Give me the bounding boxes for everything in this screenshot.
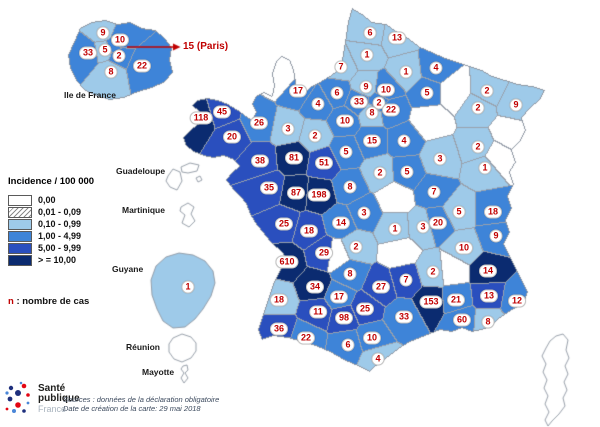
legend-label: > = 10,00 xyxy=(38,255,77,265)
legend-item: 0,01 - 0,09 xyxy=(8,206,94,218)
territory-label-martinique: Martinique xyxy=(122,205,165,215)
legend-title: Incidence / 100 000 xyxy=(8,176,95,187)
cases-note-n: n xyxy=(8,296,14,307)
legend-swatch-c5 xyxy=(8,254,32,266)
legend-label: 0,01 - 0,09 xyxy=(38,207,82,217)
incidence-legend: Incidence / 100 000 0,00 0,01 - 0,09 0,10 … xyxy=(8,176,94,267)
logo-line-3: France xyxy=(38,404,67,414)
territory-label-guadeloupe: Guadeloupe xyxy=(116,166,166,176)
sante-publique-france-logo: Santé publique France xyxy=(4,381,80,417)
legend-item: 0,00 xyxy=(8,194,94,206)
legend-swatch-white xyxy=(8,194,32,206)
legend-swatch-hatched xyxy=(8,206,32,218)
territory-label-guyane: Guyane xyxy=(112,264,144,274)
territory-label-mayotte: Mayotte xyxy=(142,367,175,377)
ile-de-france-inset-label: Ile de France xyxy=(64,90,116,100)
cases-note-text: : nombre de cas xyxy=(13,296,90,307)
legend-label: 0,10 - 0,99 xyxy=(38,219,82,229)
logo-dots-icon xyxy=(5,381,30,413)
legend-label: 0,00 xyxy=(38,195,56,205)
legend-item: > = 10,00 xyxy=(8,254,94,266)
logo-text: Santé publique France xyxy=(38,383,80,415)
sources-line-1: Sources : données de la déclaration obli… xyxy=(63,395,220,404)
sources-note: Sources : données de la déclaration obli… xyxy=(63,395,219,413)
logo-line-2: publique xyxy=(38,393,80,404)
legend-item: 5,00 - 9,99 xyxy=(8,242,94,254)
paris-annotation: 15 (Paris) xyxy=(183,41,229,52)
legend-swatch-c2 xyxy=(8,218,32,230)
legend-rows: 0,00 0,01 - 0,09 0,10 - 0,99 1,00 - 4,99 5,0… xyxy=(8,194,94,266)
sources-line-2: Date de création de la carte: 29 mai 201… xyxy=(63,404,201,413)
territory-label-reunion: Réunion xyxy=(126,342,160,352)
cases-note: n : nombre de cas xyxy=(8,296,89,307)
legend-label: 5,00 - 9,99 xyxy=(38,243,82,253)
legend-item: 0,10 - 0,99 xyxy=(8,218,94,230)
legend-swatch-c4 xyxy=(8,242,32,254)
legend-label: 1,00 - 4,99 xyxy=(38,231,82,241)
legend-item: 1,00 - 4,99 xyxy=(8,230,94,242)
logo-line-1: Santé xyxy=(38,383,66,394)
legend-swatch-c3 xyxy=(8,230,32,242)
